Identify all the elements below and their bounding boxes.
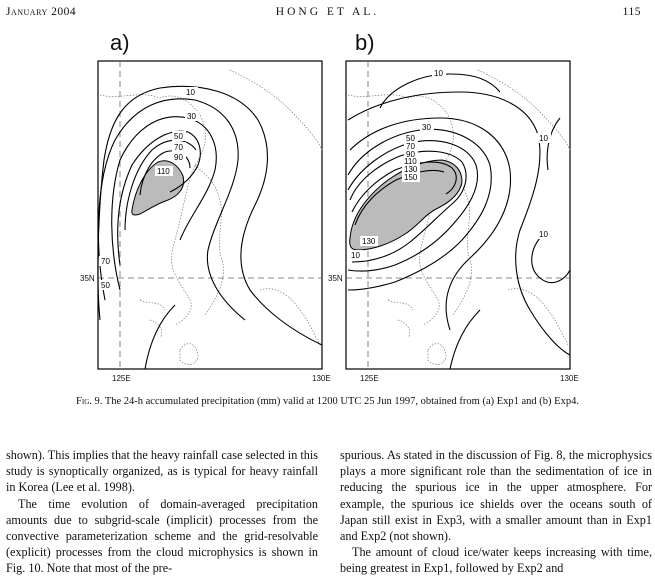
paragraph: shown). This implies that the heavy rain… [6,448,318,495]
panel-b-frame [345,60,571,370]
panel-a-lon-left: 125E [112,374,131,383]
body-column-left: shown). This implies that the heavy rain… [6,447,318,577]
paragraph: spurious. As stated in the discussion of… [340,448,652,544]
panel-a-contour-label: 10 [186,88,195,97]
panel-a-contour-label: 70 [101,257,110,266]
panel-b-lon-right: 130E [560,374,579,383]
paragraph: The amount of cloud ice/water keeps incr… [340,545,652,576]
panel-a-lon-right: 130E [312,374,331,383]
panel-b-lon-left: 125E [360,374,379,383]
figure-9: 10 30 50 70 90 110 70 50 10 30 50 70 90 … [97,60,571,370]
panel-a-contour-label: 110 [157,167,170,176]
caption-text: The 24-h accumulated precipitation (mm) … [102,396,579,407]
page-number: 115 [622,6,641,18]
paragraph: The time evolution of domain-averaged pr… [6,496,318,576]
panel-a-contours [97,85,323,370]
figure-caption: Fig. 9. The 24-h accumulated precipitati… [40,395,615,409]
panel-b-contour-label: 10 [351,251,360,260]
panel-a-contour-label: 30 [187,112,196,121]
panel-b-shaded-max [349,159,463,251]
panel-a-label: a) [110,30,130,55]
panel-a-coastline [99,69,323,365]
panel-b-lat-label: 35N [328,274,343,283]
panel-a-contour-label: 70 [174,143,183,152]
running-header-date: January 2004 [6,6,77,18]
running-header-authors: HONG ET AL. [275,6,380,18]
panel-b-contour-label: 10 [434,69,443,78]
panel-b-contour-label: 70 [406,142,415,151]
panel-a-contour-label: 50 [101,281,110,290]
panel-a-lat-label: 35N [80,274,95,283]
panel-a-frame [97,60,323,370]
panel-b-contour-label: 30 [422,123,431,132]
panel-b-contour-label: 150 [404,173,418,182]
panel-b-contour-label: 90 [406,150,415,159]
panel-a-contour-label: 90 [174,153,183,162]
panel-b-contour-label: 10 [539,134,548,143]
panel-b-label: b) [355,30,375,55]
panel-b-contour-label: 50 [406,134,415,143]
panel-b-contour-label: 130 [362,237,376,246]
panel-b-contour-label: 130 [404,165,418,174]
panel-a-contour-label: 50 [174,132,183,141]
body-column-right: spurious. As stated in the discussion of… [340,447,652,577]
panel-b-contour-label: 10 [539,230,548,239]
panel-b-contour-label: 110 [404,157,417,166]
caption-fig-number: Fig. 9. [76,396,103,407]
